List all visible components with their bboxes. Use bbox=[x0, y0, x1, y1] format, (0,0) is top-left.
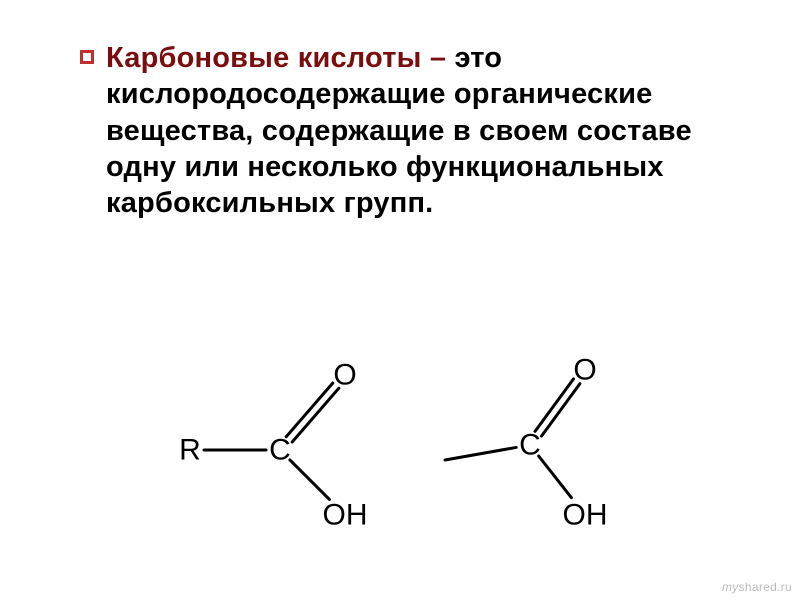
bond bbox=[290, 460, 330, 500]
atom-label: OH bbox=[323, 499, 368, 532]
bond bbox=[539, 456, 572, 498]
carboxyl-structures: R C O OH C O OH bbox=[170, 340, 650, 540]
watermark: myshared.ru bbox=[722, 580, 792, 594]
atom-label: C bbox=[269, 434, 291, 467]
atom-label: OH bbox=[563, 499, 608, 532]
atom-label: O bbox=[573, 354, 596, 387]
bullet-square-icon bbox=[80, 50, 94, 64]
term: Карбоновые кислоты bbox=[106, 42, 422, 74]
atom-label: C bbox=[519, 429, 541, 462]
bond bbox=[286, 383, 333, 437]
atom-label: O bbox=[333, 359, 356, 392]
bond bbox=[292, 388, 339, 442]
bond bbox=[445, 447, 516, 460]
watermark-suffix: shared.ru bbox=[739, 580, 792, 594]
bond bbox=[542, 384, 580, 436]
watermark-prefix: my bbox=[722, 580, 739, 594]
bond bbox=[535, 379, 573, 431]
dash: – bbox=[422, 42, 455, 74]
slide: Карбоновые кислоты – это кислородосодерж… bbox=[0, 0, 800, 600]
definition-text: Карбоновые кислоты – это кислородосодерж… bbox=[106, 40, 740, 221]
atom-label: R bbox=[179, 434, 201, 467]
definition-block: Карбоновые кислоты – это кислородосодерж… bbox=[80, 40, 740, 221]
